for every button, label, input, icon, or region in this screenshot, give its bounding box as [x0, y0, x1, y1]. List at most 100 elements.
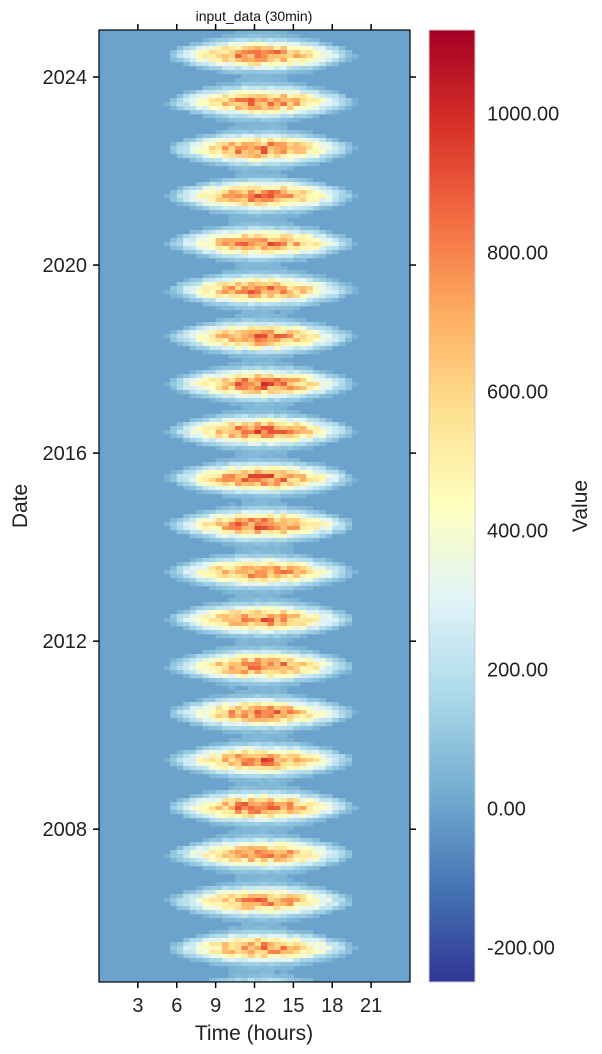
heatmap-cell — [241, 282, 249, 287]
heatmap-cell — [222, 294, 229, 299]
heatmap-cell — [228, 586, 236, 591]
heatmap-cell — [293, 882, 301, 887]
heatmap-cell — [189, 338, 197, 343]
heatmap-cell — [196, 54, 204, 59]
heatmap-cell — [209, 714, 217, 719]
heatmap-cell — [189, 938, 197, 943]
heatmap-cell — [260, 354, 268, 359]
heatmap-cell — [209, 282, 217, 287]
heatmap-cell — [228, 926, 236, 931]
heatmap-cell — [286, 310, 294, 315]
heatmap-cell — [235, 602, 242, 607]
heatmap-cell — [254, 214, 262, 219]
heatmap-cell — [189, 466, 197, 471]
heatmap-cell — [280, 794, 288, 799]
heatmap-cell — [280, 310, 288, 315]
heatmap-cell — [228, 794, 236, 799]
heatmap-cell — [260, 486, 268, 491]
heatmap-cell — [254, 126, 262, 131]
heatmap-cell — [222, 622, 229, 627]
heatmap-cell — [196, 370, 204, 375]
heatmap-cell — [196, 426, 204, 431]
heatmap-cell — [260, 210, 268, 215]
heatmap-cell — [189, 98, 197, 103]
heatmap-cell — [215, 206, 223, 211]
heatmap-cell — [241, 862, 249, 867]
heatmap-cell — [235, 298, 242, 303]
heatmap-cell — [312, 698, 320, 703]
heatmap-cell — [248, 46, 255, 51]
heatmap-cell — [241, 186, 249, 191]
heatmap-cell — [280, 50, 288, 55]
heatmap-cell — [254, 482, 262, 487]
heatmap-cell — [286, 62, 294, 67]
heatmap-cell — [248, 610, 255, 615]
heatmap-cell — [189, 438, 197, 443]
heatmap-cell — [222, 378, 229, 383]
heatmap-cell — [325, 910, 333, 915]
heatmap-cell — [196, 330, 204, 335]
heatmap-cell — [286, 350, 294, 355]
heatmap-cell — [280, 542, 288, 547]
heatmap-cell — [280, 530, 288, 535]
heatmap-cell — [286, 390, 294, 395]
heatmap-cell — [202, 230, 210, 235]
heatmap-cell — [286, 890, 294, 895]
heatmap-cell — [209, 698, 217, 703]
heatmap-cell — [209, 898, 217, 903]
heatmap-cell — [215, 286, 223, 291]
heatmap-cell — [273, 126, 281, 131]
heatmap-cell — [319, 614, 327, 619]
heatmap-cell — [260, 962, 268, 967]
heatmap-cell — [215, 582, 223, 587]
heatmap-cell — [260, 370, 268, 375]
heatmap-cell — [235, 214, 242, 219]
heatmap-cell — [280, 866, 288, 871]
heatmap-cell — [273, 782, 281, 787]
heatmap-cell — [241, 586, 249, 591]
heatmap-cell — [273, 214, 281, 219]
heatmap-cell — [254, 778, 262, 783]
heatmap-cell — [299, 950, 307, 955]
heatmap-cell — [196, 334, 204, 339]
heatmap-cell — [267, 674, 275, 679]
heatmap-cell — [228, 306, 236, 311]
heatmap-cell — [319, 806, 327, 811]
heatmap-cell — [286, 518, 294, 523]
heatmap-cell — [306, 438, 314, 443]
heatmap-cell — [286, 334, 294, 339]
heatmap-cell — [319, 618, 327, 623]
heatmap-cell — [228, 350, 236, 355]
heatmap-cell — [325, 470, 333, 475]
heatmap-cell — [254, 54, 262, 59]
heatmap-cell — [209, 894, 217, 899]
heatmap-cell — [228, 894, 236, 899]
heatmap-cell — [332, 250, 340, 255]
heatmap-cell — [273, 38, 281, 43]
heatmap-cell — [209, 346, 217, 351]
heatmap-cell — [222, 350, 229, 355]
heatmap-cell — [189, 154, 197, 159]
heatmap-cell — [286, 934, 294, 939]
heatmap-cell — [286, 462, 294, 467]
heatmap-cell — [325, 610, 333, 615]
heatmap-cell — [241, 346, 249, 351]
heatmap-cell — [248, 498, 255, 503]
heatmap-cell — [202, 390, 210, 395]
heatmap-cell — [312, 418, 320, 423]
heatmap-cell — [267, 334, 275, 339]
heatmap-cell — [222, 694, 229, 699]
heatmap-cell — [254, 346, 262, 351]
heatmap-cell — [228, 94, 236, 99]
heatmap-cell — [235, 478, 242, 483]
heatmap-cell — [202, 886, 210, 891]
heatmap-cell — [248, 274, 255, 279]
heatmap-cell — [286, 250, 294, 255]
heatmap-cell — [248, 350, 255, 355]
heatmap-cell — [306, 678, 314, 683]
heatmap-cell — [241, 594, 249, 599]
heatmap-cell — [248, 958, 255, 963]
heatmap-cell — [280, 526, 288, 531]
heatmap-cell — [196, 198, 204, 203]
heatmap-cell — [306, 482, 314, 487]
